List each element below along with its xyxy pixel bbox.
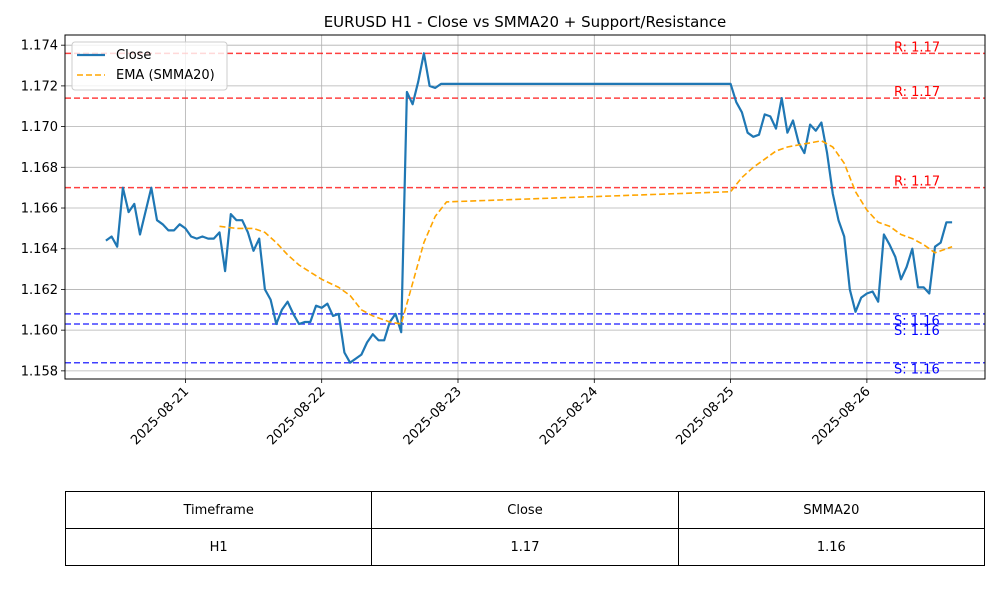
summary-table: Timeframe Close SMMA20 H1 1.17 1.16	[64, 491, 986, 566]
support-label: S: 1.16	[894, 363, 940, 378]
y-tick-label: 1.172	[21, 79, 58, 94]
y-tick-label: 1.166	[21, 202, 58, 217]
header-smma20: SMMA20	[677, 491, 986, 529]
legend-close-label: Close	[116, 48, 151, 63]
legend: Close EMA (SMMA20)	[71, 41, 228, 91]
series-lines	[105, 52, 953, 364]
y-tick-label: 1.160	[21, 324, 58, 339]
cell-timeframe: H1	[64, 528, 373, 566]
y-tick-label: 1.158	[21, 364, 58, 379]
x-tick-label: 2025-08-23	[401, 384, 465, 448]
header-close: Close	[371, 491, 679, 529]
header-timeframe: Timeframe	[64, 491, 373, 529]
y-tick-label: 1.168	[21, 161, 58, 176]
support-label: S: 1.16	[894, 314, 940, 329]
grid	[65, 35, 985, 379]
y-tick-label: 1.170	[21, 120, 58, 135]
resistance-label: R: 1.17	[894, 40, 940, 55]
y-tick-label: 1.162	[21, 283, 58, 298]
y-tick-label: 1.174	[21, 39, 58, 54]
support-resistance-lines	[65, 52, 985, 364]
resistance-label: R: 1.17	[894, 175, 940, 190]
cell-smma20: 1.16	[677, 528, 986, 566]
x-tick-label: 2025-08-21	[128, 384, 192, 448]
close-series-line	[105, 52, 953, 364]
x-tick-label: 2025-08-25	[673, 384, 737, 448]
axes: 1.158 1.160 1.162 1.164 1.166 1.168 1.170 1.172…	[21, 39, 874, 449]
support-label: S: 1.16	[894, 324, 940, 339]
chart: EURUSD H1 - Close vs SMMA20 + Support/Re…	[21, 13, 986, 449]
x-tick-label: 2025-08-22	[264, 384, 328, 448]
table-row: H1 1.17 1.16	[64, 528, 986, 566]
table-header-row: Timeframe Close SMMA20	[64, 491, 986, 529]
x-tick-label: 2025-08-26	[810, 384, 874, 448]
y-tick-label: 1.164	[21, 242, 58, 257]
level-labels: R: 1.17R: 1.17R: 1.17S: 1.16S: 1.16S: 1.…	[894, 40, 940, 377]
resistance-label: R: 1.17	[894, 85, 940, 100]
chart-title: EURUSD H1 - Close vs SMMA20 + Support/Re…	[324, 13, 727, 31]
cell-close: 1.17	[371, 528, 679, 566]
x-tick-label: 2025-08-24	[537, 384, 601, 448]
legend-smma-label: EMA (SMMA20)	[116, 68, 215, 83]
legend-box	[71, 41, 228, 91]
plot-frame	[64, 34, 986, 380]
